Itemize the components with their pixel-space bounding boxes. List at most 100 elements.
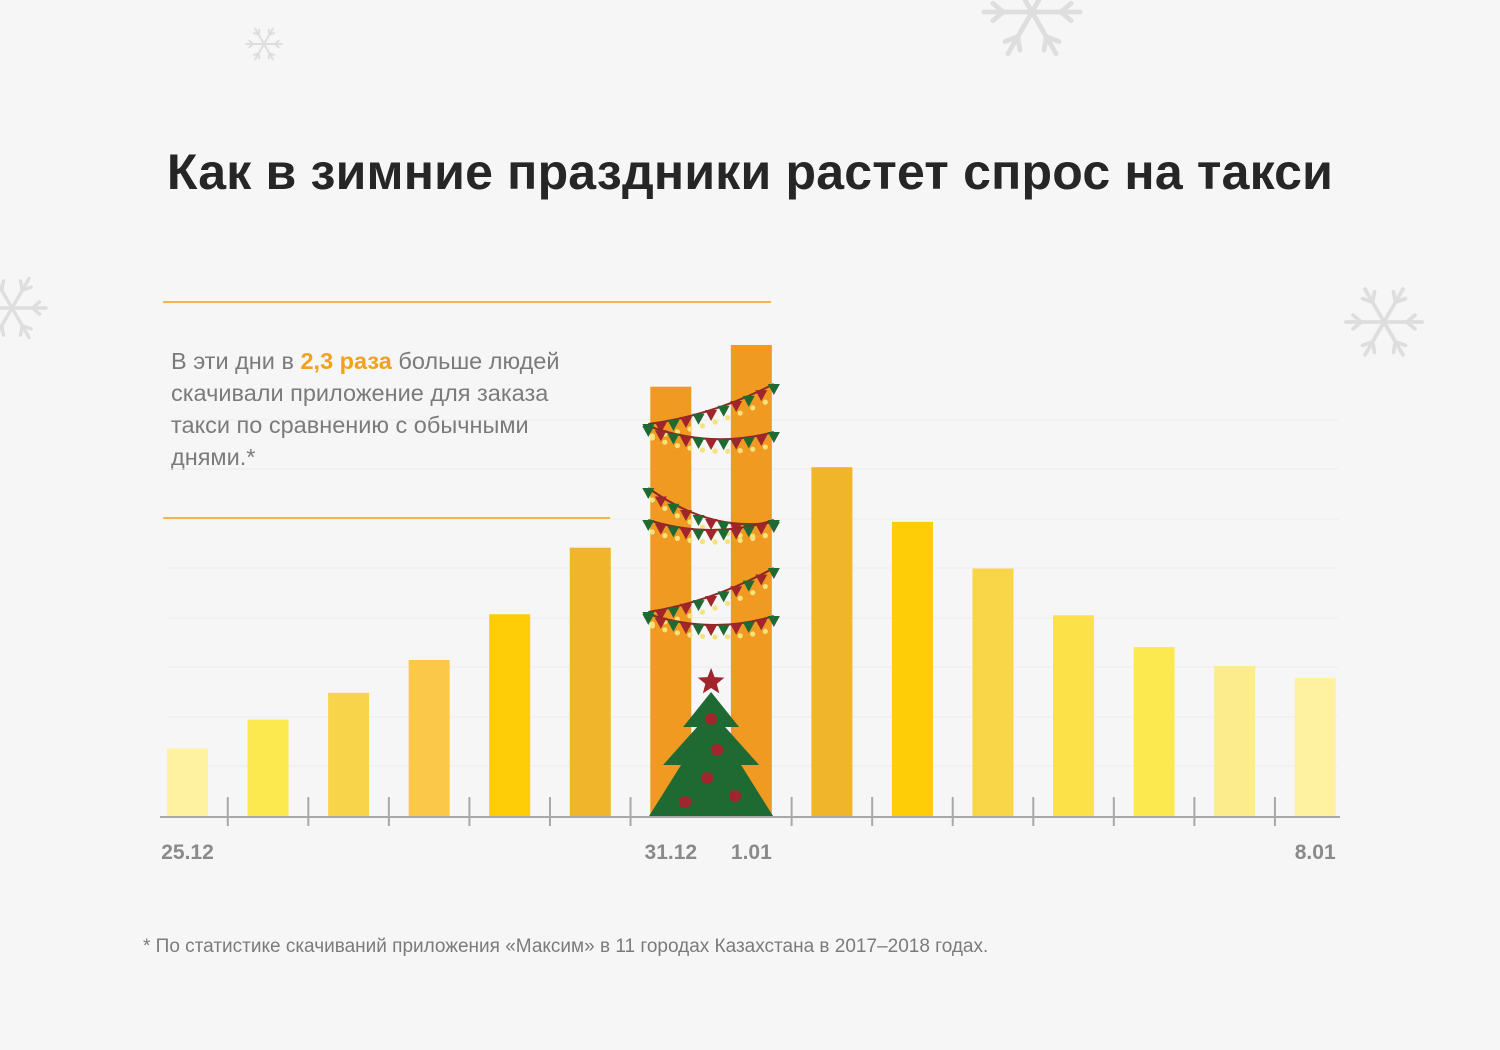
snowflake-decorations <box>0 0 1424 357</box>
garland-flag <box>717 439 730 451</box>
garland-light <box>687 445 693 451</box>
garland-flag <box>642 488 655 499</box>
garland-light <box>662 533 668 539</box>
garland-flag <box>705 530 718 541</box>
snowflake-icon <box>981 0 1083 56</box>
garland-light <box>725 539 731 545</box>
bar-4.01 <box>972 568 1014 816</box>
garland-flag <box>742 622 755 633</box>
garland-light <box>712 448 718 454</box>
garland-light <box>750 631 756 637</box>
garland-flag <box>692 529 705 541</box>
x-axis-labels: 25.12 31.12 1.01 8.01 <box>161 841 1336 864</box>
garland-flag <box>742 580 755 592</box>
garland-flag <box>679 509 692 521</box>
garland-light <box>750 535 756 542</box>
garland-flag <box>755 619 768 631</box>
bar-6.01 <box>1133 647 1175 816</box>
garland-light <box>750 405 756 411</box>
garland-light <box>649 435 655 441</box>
garland-light <box>674 535 681 542</box>
x-tick-label: 31.12 <box>645 841 698 864</box>
bar-2.01 <box>811 467 853 816</box>
x-axis <box>160 797 1340 826</box>
bar-25.12 <box>167 748 208 816</box>
garland-flag <box>767 568 780 579</box>
x-tick-label: 1.01 <box>731 841 772 864</box>
garland-light <box>699 447 706 453</box>
garland-flag <box>767 520 780 531</box>
garland-light <box>712 419 718 425</box>
garland-light <box>725 634 731 640</box>
bar-3.01 <box>891 521 933 816</box>
garland-flag <box>667 526 680 538</box>
garland-light <box>674 630 681 636</box>
garland-flag <box>654 609 667 621</box>
garland-light <box>687 519 693 525</box>
garland-flag <box>717 624 730 636</box>
garland-flag <box>730 623 743 635</box>
bar-5.01 <box>1053 615 1095 816</box>
garland-light <box>712 539 718 545</box>
garland-flag <box>705 519 718 530</box>
garland-flag <box>679 436 692 448</box>
footnote: * По статистике скачиваний приложения «М… <box>143 936 989 957</box>
ornament-icon <box>679 796 692 808</box>
garland-flag <box>654 496 667 508</box>
garland-flag <box>692 515 705 527</box>
garland-light <box>687 613 693 619</box>
garland-light <box>649 529 655 535</box>
garland-flag <box>692 600 705 612</box>
garland-flag <box>705 625 718 636</box>
garland-flag <box>654 617 667 629</box>
garland-light <box>762 444 768 450</box>
garland-light <box>662 627 668 633</box>
garland-flag <box>667 607 680 619</box>
garland-flag <box>679 417 692 429</box>
garland-flag <box>642 614 655 625</box>
star-icon <box>697 668 725 694</box>
garland-light <box>712 634 718 640</box>
garland-decorations <box>642 383 780 640</box>
garland-light <box>737 537 743 544</box>
garland-flag <box>755 523 768 535</box>
garland-flag <box>742 526 755 538</box>
garland-light <box>737 595 743 601</box>
x-tick-label: 25.12 <box>161 841 214 864</box>
callout-rules <box>163 301 771 519</box>
garland-light <box>674 513 681 519</box>
garland-light <box>762 583 768 590</box>
garland-flag <box>730 438 743 450</box>
garland-light <box>737 633 743 639</box>
garland-flag <box>767 384 780 395</box>
garland-flag <box>755 574 768 586</box>
garland-light <box>762 533 768 539</box>
bar-8.01 <box>1294 677 1336 816</box>
bar-30.12 <box>569 547 611 816</box>
garland-flag <box>705 439 718 450</box>
chart-title: Как в зимние праздники растет спрос на т… <box>166 144 1334 200</box>
garland-light <box>674 429 681 435</box>
garland-flag <box>717 591 730 603</box>
christmas-tree-icon <box>649 668 774 816</box>
snowflake-icon <box>245 27 283 61</box>
garland-flag <box>667 503 680 515</box>
garland-light <box>737 448 743 454</box>
garland-light <box>699 609 706 615</box>
garland-flag <box>667 419 680 431</box>
callout-prefix: В эти дни в <box>171 348 301 374</box>
bar-29.12 <box>489 614 531 816</box>
garland-flag <box>667 433 680 445</box>
garland-light <box>687 537 693 544</box>
garland-flag <box>654 430 667 442</box>
garland-flag <box>705 596 718 607</box>
garland-flag <box>717 529 730 541</box>
garland-light <box>762 399 768 405</box>
callout-highlight: 2,3 раза <box>300 348 392 374</box>
garland-flag <box>717 521 730 533</box>
garland-light <box>687 632 693 638</box>
garland-light <box>750 590 756 596</box>
garland-light <box>725 600 731 606</box>
garland-flag <box>692 624 705 636</box>
